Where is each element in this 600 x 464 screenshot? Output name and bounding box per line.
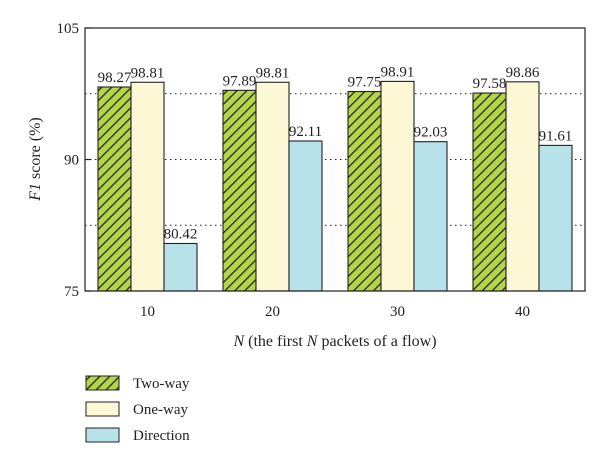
data-label-two-way-30: 97.75	[348, 75, 382, 91]
bar-one-way-10	[130, 81, 165, 292]
legend: Two-way One-way Direction	[85, 375, 190, 444]
x-axis-label-text1: (the first	[244, 333, 307, 350]
data-label-direction-10: 80.42	[164, 226, 198, 242]
data-labels: 98.27 97.89 97.75 97.58 98.81 98.81 98.91 98.86…	[98, 64, 573, 242]
legend-label-direction: Direction	[133, 428, 190, 444]
data-label-two-way-40: 97.58	[473, 76, 507, 92]
bar-two-way-20	[222, 89, 257, 292]
legend-swatch-two-way	[85, 375, 120, 391]
bar-two-way-40	[472, 92, 507, 292]
data-label-one-way-30: 98.91	[381, 64, 415, 80]
y-tick-label-90: 90	[64, 153, 79, 169]
x-axis-label-text2: packets of a flow)	[317, 333, 436, 350]
y-tick-label-105: 105	[57, 21, 80, 37]
x-tick-label-40: 40	[515, 304, 530, 320]
y-axis-label-italic: F1	[27, 183, 44, 202]
x-tick-label-30: 30	[390, 304, 405, 320]
x-axis-label-var1: N	[232, 333, 245, 350]
legend-swatch-direction	[85, 427, 120, 443]
bar-one-way-20	[255, 81, 290, 292]
data-label-direction-40: 91.61	[539, 128, 573, 144]
y-axis-label-rest: score (%)	[27, 117, 44, 183]
y-axis-label: F1 score (%)	[27, 117, 44, 202]
data-label-direction-20: 92.11	[289, 124, 322, 140]
bar-two-way-10	[97, 86, 132, 292]
bar-direction-40	[538, 144, 573, 292]
data-label-one-way-40: 98.86	[506, 65, 540, 81]
bar-direction-20	[288, 140, 323, 292]
data-label-two-way-10: 98.27	[98, 70, 132, 86]
legend-swatch-one-way	[85, 401, 120, 417]
x-tick-label-20: 20	[265, 304, 280, 320]
gridlines	[85, 93, 585, 226]
legend-label-two-way: Two-way	[133, 376, 190, 392]
bars	[97, 80, 573, 292]
data-label-one-way-20: 98.81	[256, 65, 290, 81]
bar-direction-30	[413, 141, 448, 292]
bar-one-way-30	[380, 80, 415, 292]
bar-one-way-40	[505, 81, 540, 292]
data-label-two-way-20: 97.89	[223, 73, 257, 89]
x-axis-label: N (the first N packets of a flow)	[232, 333, 436, 350]
y-axis-ticks: 75 90 105	[57, 21, 91, 300]
x-axis-label-var2: N	[306, 333, 319, 350]
x-tick-label-10: 10	[140, 304, 155, 320]
x-axis-ticks: 10 20 30 40	[140, 304, 530, 320]
data-label-one-way-10: 98.81	[131, 65, 165, 81]
legend-label-one-way: One-way	[133, 402, 188, 418]
data-label-direction-30: 92.03	[414, 125, 448, 141]
bar-direction-10	[163, 242, 198, 292]
bar-two-way-30	[347, 91, 382, 292]
y-tick-label-75: 75	[64, 284, 79, 300]
